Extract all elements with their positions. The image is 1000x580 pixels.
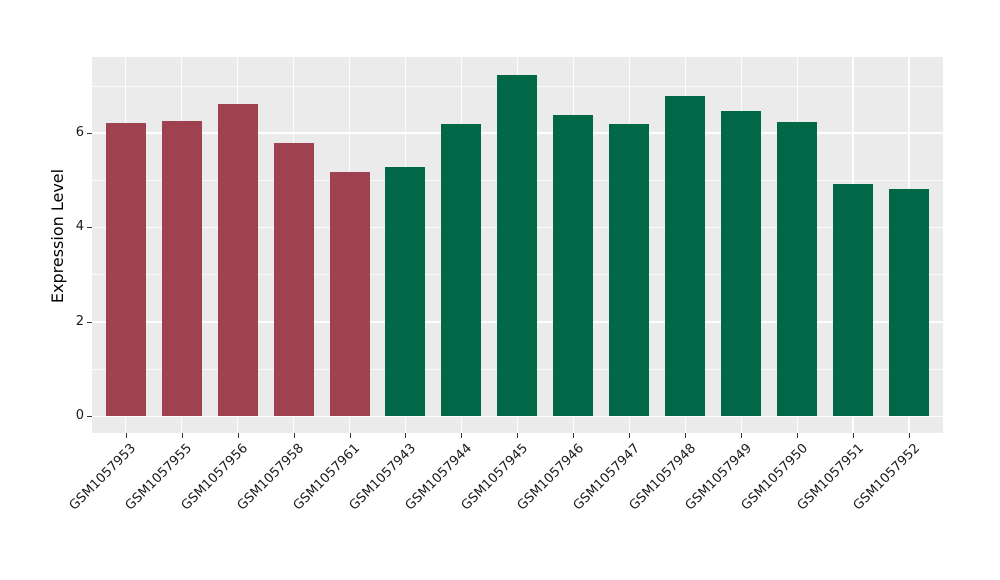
bar-GSM1057950 (777, 122, 818, 416)
x-tick-mark-GSM1057955 (181, 433, 183, 438)
x-tick-mark-GSM1057943 (405, 433, 407, 438)
plot-area (92, 57, 943, 433)
x-tick-mark-GSM1057948 (685, 433, 687, 438)
x-tick-mark-GSM1057945 (517, 433, 519, 438)
x-tick-mark-GSM1057950 (797, 433, 799, 438)
bar-GSM1057951 (833, 183, 874, 416)
bar-GSM1057949 (721, 111, 762, 416)
y-tick-label-2: 2 (75, 313, 84, 329)
y-tick-mark-2 (87, 321, 92, 323)
bar-GSM1057958 (273, 142, 314, 416)
bar-GSM1057948 (665, 95, 706, 416)
x-tick-mark-GSM1057958 (293, 433, 295, 438)
bar-GSM1057946 (553, 115, 594, 416)
y-tick-label-0: 0 (75, 408, 84, 423)
y-tick-mark-0 (87, 416, 92, 417)
x-tick-mark-GSM1057952 (909, 433, 910, 438)
x-tick-mark-GSM1057953 (125, 433, 127, 438)
y-tick-mark-6 (87, 132, 92, 134)
y-tick-mark-4 (87, 227, 92, 229)
x-tick-mark-GSM1057961 (349, 433, 351, 438)
x-tick-mark-GSM1057949 (741, 433, 743, 438)
bar-GSM1057961 (329, 171, 370, 416)
x-tick-mark-GSM1057951 (853, 433, 855, 438)
y-tick-label-6: 6 (75, 124, 84, 140)
bar-GSM1057944 (441, 123, 482, 416)
bar-GSM1057947 (609, 123, 650, 416)
bar-GSM1057952 (889, 188, 929, 416)
bar-GSM1057955 (161, 120, 202, 416)
x-tick-mark-GSM1057956 (237, 433, 239, 438)
bar-GSM1057943 (385, 166, 426, 416)
x-tick-mark-GSM1057947 (629, 433, 631, 438)
x-tick-mark-GSM1057946 (573, 433, 575, 438)
y-tick-label-4: 4 (75, 219, 84, 235)
bar-GSM1057956 (217, 103, 258, 416)
x-tick-mark-GSM1057944 (461, 433, 463, 438)
bar-GSM1057945 (497, 74, 538, 416)
bar-GSM1057953 (105, 123, 146, 416)
